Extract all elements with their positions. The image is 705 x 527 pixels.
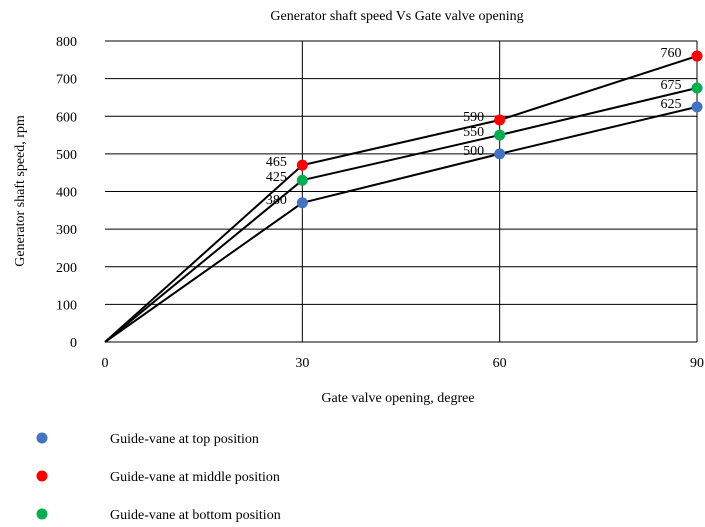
legend-marker xyxy=(36,470,48,482)
series-line xyxy=(104,55,698,343)
data-label: 590 xyxy=(463,110,484,125)
data-label: 425 xyxy=(266,170,287,185)
data-labels: 380 500 625 465 590 760 425 550 675 xyxy=(266,46,682,208)
legend-marker xyxy=(36,432,48,444)
legend-label: Guide-vane at top position xyxy=(110,432,259,447)
grid-layer xyxy=(105,40,698,343)
data-label: 380 xyxy=(266,193,287,208)
y-tick-label: 600 xyxy=(56,110,77,125)
data-point xyxy=(296,174,308,186)
y-tick-label: 800 xyxy=(56,35,77,50)
data-label: 760 xyxy=(661,46,682,61)
tick-labels: 0 100 200 300 400 500 600 700 800 0 30 60 90 xyxy=(56,35,704,371)
data-point xyxy=(296,197,308,209)
y-tick-label: 100 xyxy=(56,298,77,313)
series-line xyxy=(104,87,698,343)
chart-title: Generator shaft speed Vs Gate valve open… xyxy=(270,9,523,24)
x-tick-label: 60 xyxy=(493,356,507,371)
legend-label: Guide-vane at bottom position xyxy=(110,508,281,523)
y-axis-title: Generator shaft speed, rpm xyxy=(13,115,28,267)
y-tick-label: 300 xyxy=(56,223,77,238)
series-lines xyxy=(104,55,698,343)
data-point xyxy=(494,129,506,141)
y-tick-label: 0 xyxy=(70,336,77,351)
y-tick-label: 700 xyxy=(56,73,77,88)
data-point xyxy=(691,50,703,62)
series-points xyxy=(296,50,703,209)
x-tick-label: 90 xyxy=(690,356,704,371)
y-tick-label: 400 xyxy=(56,186,77,201)
data-point xyxy=(494,114,506,126)
data-label: 550 xyxy=(463,125,484,140)
data-point xyxy=(494,148,506,160)
data-point xyxy=(691,82,703,94)
legend-label: Guide-vane at middle position xyxy=(110,470,280,485)
x-axis-title: Gate valve opening, degree xyxy=(321,391,474,406)
y-tick-label: 200 xyxy=(56,261,77,276)
data-label: 675 xyxy=(661,78,682,93)
data-point xyxy=(691,101,703,113)
data-point xyxy=(296,159,308,171)
x-tick-label: 0 xyxy=(102,356,109,371)
y-tick-label: 500 xyxy=(56,148,77,163)
legend-marker xyxy=(36,508,48,520)
x-tick-label: 30 xyxy=(295,356,309,371)
data-label: 500 xyxy=(463,144,484,159)
legend: Guide-vane at top position Guide-vane at … xyxy=(36,432,281,523)
data-label: 465 xyxy=(266,155,287,170)
data-label: 625 xyxy=(661,97,682,112)
series-line xyxy=(104,105,698,343)
